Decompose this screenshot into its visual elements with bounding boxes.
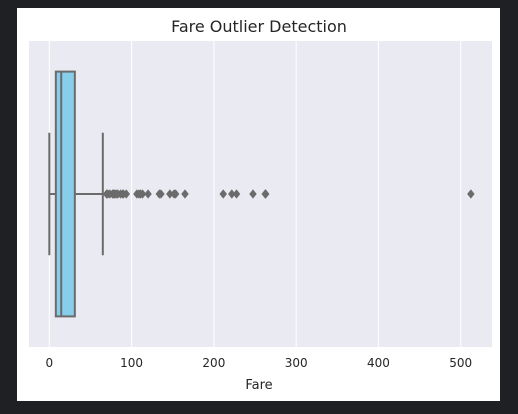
outlier-point (157, 189, 165, 199)
x-axis-ticks: 0 100 200 300 400 500 (46, 356, 473, 370)
outlier-point (219, 189, 227, 199)
outlier-point (181, 189, 189, 199)
outlier-point (171, 189, 180, 199)
x-tick-label-0: 0 (46, 356, 54, 370)
outlier-point (122, 189, 131, 199)
outlier-points (102, 189, 475, 199)
outlier-point (467, 189, 475, 199)
chart-title: Fare Outlier Detection (171, 17, 347, 36)
box-plot (48, 70, 104, 318)
x-tick-label-200: 200 (202, 356, 225, 370)
iqr-box (54, 70, 76, 318)
x-tick-label-500: 500 (449, 356, 472, 370)
x-tick-label-400: 400 (367, 356, 390, 370)
x-tick-label-300: 300 (285, 356, 308, 370)
outlier-point (232, 189, 241, 199)
outlier-point (138, 189, 147, 199)
outlier-point (249, 189, 257, 199)
x-tick-label-100: 100 (120, 356, 143, 370)
outlier-point (261, 189, 270, 199)
outlier-point (144, 189, 152, 199)
x-axis-title: Fare (245, 378, 272, 393)
